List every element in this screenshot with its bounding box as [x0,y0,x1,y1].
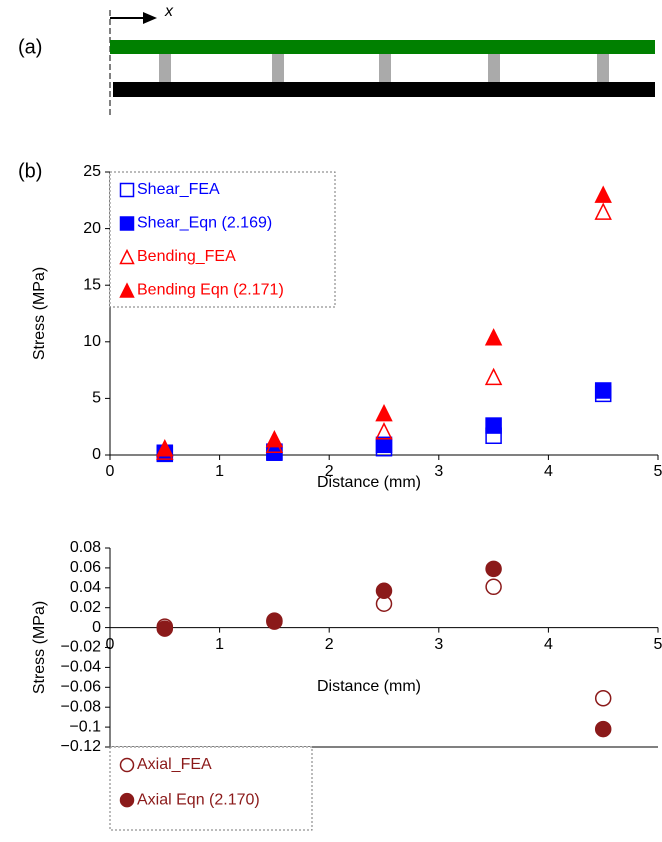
marker [119,282,135,298]
y-tick-label: 0.02 [70,599,101,616]
marker [156,620,174,637]
y-tick-label: 5 [92,390,101,407]
legend-label: Bending_FEA [137,248,236,265]
post [597,54,609,82]
marker [594,185,612,203]
y-tick-label: −0.08 [61,698,102,715]
y-tick-label: 20 [83,220,101,237]
legend-label: Shear_FEA [137,181,220,198]
marker [156,439,174,457]
panel-label: (a) [18,36,42,58]
x-tick-label: 3 [434,636,443,653]
legend-label: Bending Eqn (2.171) [137,282,284,299]
post [488,54,500,82]
y-tick-label: −0.04 [61,659,102,676]
marker [485,417,502,434]
marker [265,429,284,448]
y-tick-label: 0.08 [70,539,101,556]
y-axis-label: Stress (MPa) [31,601,48,694]
marker [266,612,283,629]
legend-label: Shear_Eqn (2.169) [137,215,272,232]
post [272,54,284,82]
top-plate [110,40,655,54]
legend-box [109,171,336,308]
marker [119,248,135,265]
y-tick-label: 15 [83,276,101,293]
x-tick-label: 5 [654,463,662,480]
legend-label: Axial Eqn (2.170) [137,791,260,808]
marker [375,403,393,422]
x-tick-label: 2 [325,463,334,480]
marker [375,436,393,454]
bottom-plate [113,82,655,97]
y-tick-label: 0 [92,446,101,463]
y-tick-label: 25 [83,163,101,180]
marker [594,202,612,220]
legend-box [109,746,313,831]
x-tick-label: 0 [106,636,115,653]
post [379,54,391,82]
x-axis-label: Distance (mm) [317,474,421,491]
y-axis-label: Stress (MPa) [31,267,48,360]
arrow-head [143,12,157,24]
marker [485,578,502,596]
marker [119,216,135,231]
y-tick-label: 0.04 [70,579,101,596]
marker [375,422,393,440]
marker [485,560,502,578]
marker [594,689,612,707]
marker [119,182,135,198]
y-tick-label: −0.02 [61,639,102,656]
x-axis-label: Distance (mm) [317,678,421,695]
x-tick-label: 4 [544,463,553,480]
y-tick-label: −0.06 [61,679,102,696]
marker [594,382,612,399]
y-tick-label: −0.1 [69,718,101,735]
x-tick-label: 1 [215,463,224,480]
post [159,54,171,82]
x-tick-label: 4 [544,636,553,653]
legend-label: Axial_FEA [137,756,212,773]
diagram: x (a) (b) [18,3,655,182]
x-tick-label: 1 [215,636,224,653]
marker [594,720,612,738]
x-tick-label: 2 [325,636,334,653]
y-tick-label: 0.06 [70,559,101,576]
direction-label: x [164,3,174,20]
y-tick-label: −0.12 [61,738,102,755]
panel-label: (b) [18,160,42,182]
marker [484,328,503,346]
marker [484,367,503,386]
y-tick-label: 0 [92,619,101,636]
marker [375,582,393,600]
x-tick-label: 5 [654,636,662,653]
marker [119,757,135,773]
x-tick-label: 0 [106,463,115,480]
x-tick-label: 3 [434,463,443,480]
y-tick-label: 10 [83,333,101,350]
marker [119,792,135,808]
